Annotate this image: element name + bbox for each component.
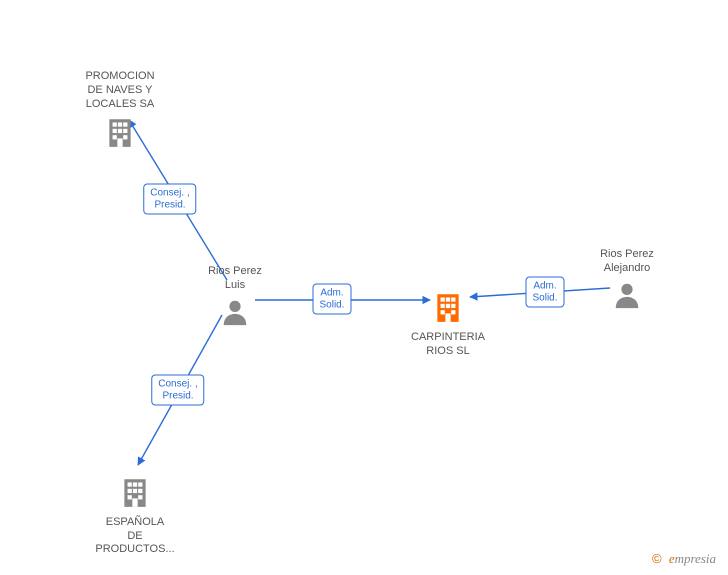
attribution: © empresia <box>652 551 716 567</box>
node-carpinteria[interactable]: CARPINTERIARIOS SL <box>388 290 508 358</box>
edge-label: Consej. ,Presid. <box>151 375 204 406</box>
building-icon <box>118 500 152 512</box>
node-espanola[interactable]: ESPAÑOLADEPRODUCTOS... <box>75 475 195 557</box>
diagram-canvas: PROMOCIONDE NAVES YLOCALES SA ESPAÑOLADE… <box>0 0 728 575</box>
person-icon <box>220 318 250 330</box>
person-icon <box>612 301 642 313</box>
edge-label: Adm.Solid. <box>525 277 564 308</box>
node-label: ESPAÑOLADEPRODUCTOS... <box>75 516 195 557</box>
node-promocion[interactable]: PROMOCIONDE NAVES YLOCALES SA <box>60 70 180 154</box>
edge-label: Adm.Solid. <box>312 284 351 315</box>
building-icon <box>103 140 137 152</box>
node-label: Rios PerezLuis <box>175 265 295 293</box>
node-label: Rios PerezAlejandro <box>567 248 687 276</box>
node-label: PROMOCIONDE NAVES YLOCALES SA <box>60 70 180 111</box>
copyright-symbol: © <box>652 551 662 566</box>
building-icon <box>431 315 465 327</box>
node-label: CARPINTERIARIOS SL <box>388 331 508 359</box>
node-luis[interactable]: Rios PerezLuis <box>175 265 295 331</box>
node-alejandro[interactable]: Rios PerezAlejandro <box>567 248 687 314</box>
edge-label: Consej. ,Presid. <box>143 184 196 215</box>
brand-rest: mpresia <box>675 551 716 566</box>
